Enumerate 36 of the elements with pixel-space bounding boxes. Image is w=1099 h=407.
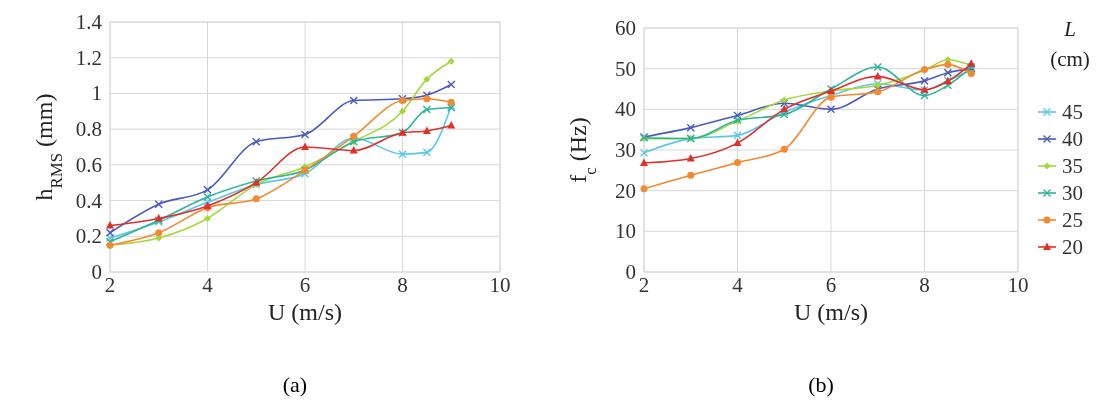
x-tick-label: 2 [638,273,650,297]
y-tick-label: 0.6 [75,152,102,177]
legend-label: 40 [1062,127,1083,151]
x-axis-title: U (m/s) [794,299,868,325]
y-tick-label: 0 [625,260,636,284]
x-tick-label: 6 [299,273,311,297]
legend-label: 35 [1062,154,1083,178]
y-tick-label: 0.8 [75,117,102,142]
y-tick-label: 0 [91,260,102,284]
y-tick-label: 10 [615,219,636,244]
y-tick-label: 1 [91,81,102,106]
y-tick-label: 40 [615,97,636,122]
legend-label: 20 [1062,235,1083,259]
x-axis-title: U (m/s) [268,299,342,325]
x-tick-label: 6 [825,273,837,297]
text: (a) [282,372,308,397]
legend-label: 25 [1062,208,1083,232]
x-tick-label: 10 [1007,273,1029,297]
y-tick-label: 20 [615,178,636,203]
y-tick-label: 0.4 [75,188,103,213]
y-tick-label: 1.4 [75,10,103,34]
y-tick-label: 1.2 [75,45,102,70]
x-tick-label: 2 [104,273,116,297]
y-tick-label: 0.2 [75,224,102,249]
x-tick-label: 8 [397,273,408,297]
x-tick-label: 10 [489,273,511,297]
y-tick-label: 50 [615,56,636,81]
legend-label: 30 [1062,181,1083,205]
y-tick-label: 60 [615,16,636,40]
legend-label: 45 [1062,100,1083,124]
x-tick-label: 8 [919,273,930,297]
x-tick-label: 4 [202,273,214,297]
x-tick-label: 4 [732,273,744,297]
legend-title: L (cm) [1050,17,1090,71]
text: (b) [808,372,834,397]
y-tick-label: 30 [615,138,636,162]
